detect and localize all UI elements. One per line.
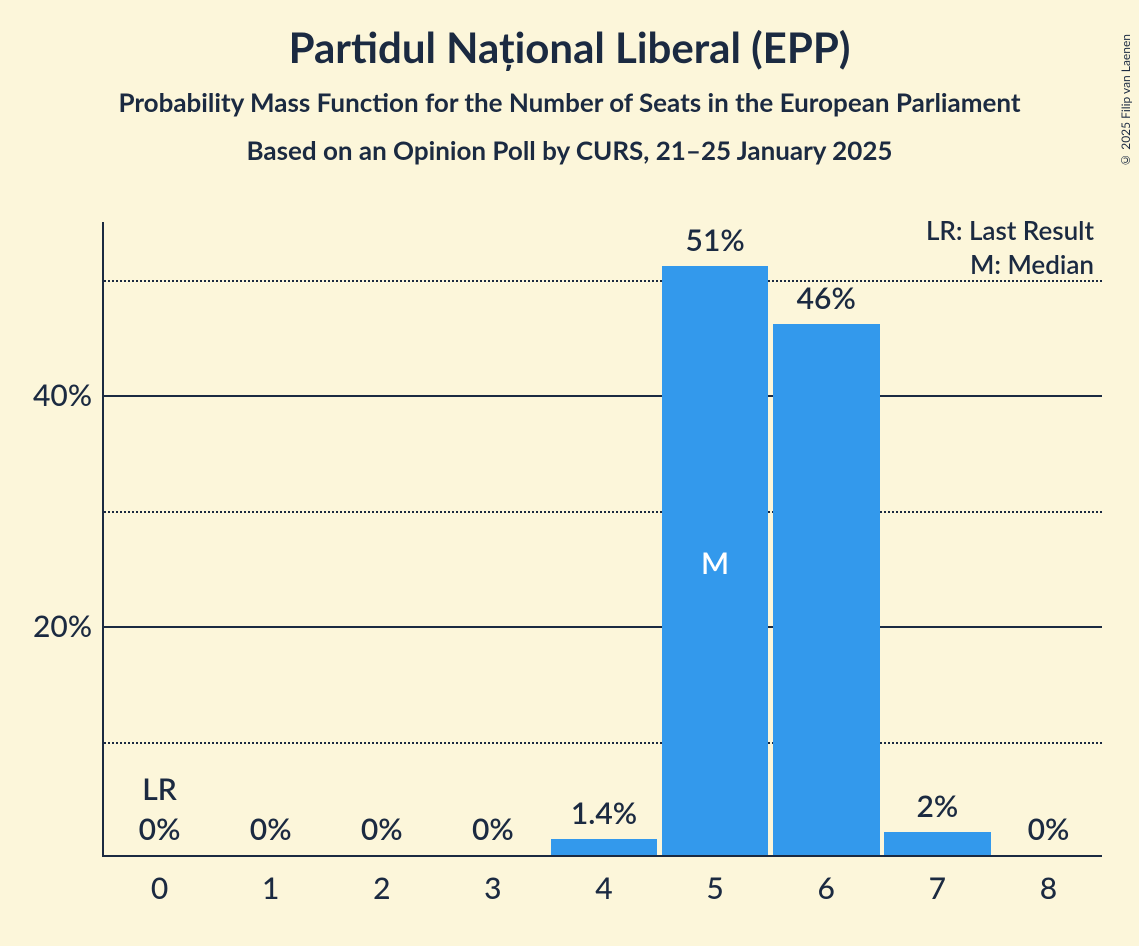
chart-subtitle-2: Based on an Opinion Poll by CURS, 21–25 … (0, 134, 1139, 166)
gridline-minor (104, 280, 1102, 282)
gridline-minor (104, 742, 1102, 744)
chart-title: Partidul Național Liberal (EPP) (0, 22, 1139, 72)
bar-chart: 20%40%0%0LR0%10%20%31.4%451%5M46%62%70%8… (102, 222, 1102, 857)
x-axis-label: 7 (929, 870, 946, 906)
legend-last-result: LR: Last Result (926, 214, 1094, 246)
plot-area: 20%40%0%0LR0%10%20%31.4%451%5M46%62%70%8… (102, 222, 1102, 857)
bar-value-label: 1.4% (571, 795, 637, 831)
gridline-major (104, 395, 1102, 397)
y-axis-label: 40% (33, 377, 92, 413)
gridline-minor (104, 511, 1102, 513)
bar-value-label: 0% (361, 811, 403, 847)
x-axis-label: 4 (595, 870, 612, 906)
bar-value-label: 0% (1028, 811, 1070, 847)
legend-median: M: Median (970, 248, 1094, 280)
x-axis-label: 8 (1040, 870, 1057, 906)
x-axis-label: 0 (151, 870, 168, 906)
bar-value-label: 0% (139, 811, 181, 847)
x-axis-label: 5 (706, 870, 723, 906)
y-axis-label: 20% (33, 608, 92, 644)
gridline-major (104, 626, 1102, 628)
median-marker: M (701, 545, 729, 581)
copyright-text: © 2025 Filip van Laenen (1118, 34, 1133, 168)
x-axis-label: 1 (262, 870, 279, 906)
bar-value-label: 0% (472, 811, 514, 847)
bar (551, 839, 658, 855)
chart-subtitle-1: Probability Mass Function for the Number… (0, 86, 1139, 118)
x-axis-label: 2 (373, 870, 390, 906)
bar-value-label: 46% (797, 280, 856, 316)
bar-value-label: 0% (250, 811, 292, 847)
bar (773, 324, 880, 855)
x-axis-label: 6 (818, 870, 835, 906)
bar-value-label: 2% (916, 788, 958, 824)
bar-value-label: 51% (686, 222, 745, 258)
x-axis-label: 3 (484, 870, 501, 906)
last-result-marker: LR (142, 771, 177, 807)
bar (884, 832, 991, 855)
